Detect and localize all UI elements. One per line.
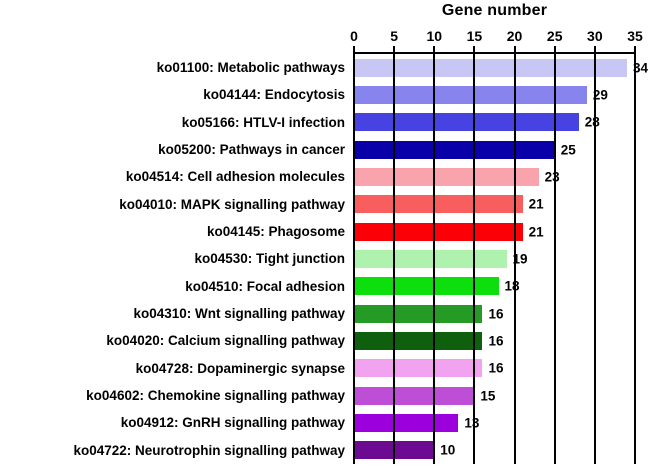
- bar: [354, 359, 483, 378]
- x-tick-mark: [433, 46, 436, 54]
- plot-area: ko01100: Metabolic pathways 34 ko04144: En…: [0, 54, 650, 464]
- bar-row: ko04514: Cell adhesion molecules 23: [0, 163, 650, 190]
- x-tick-label-35: 35: [627, 28, 643, 44]
- bar: [354, 331, 483, 350]
- bar-track: 16: [354, 300, 635, 327]
- bar: [354, 222, 523, 241]
- bar-row: ko04602: Chemokine signalling pathway 15: [0, 382, 650, 409]
- bar: [354, 195, 523, 214]
- bar: [354, 386, 475, 405]
- category-label: ko04602: Chemokine signalling pathway: [86, 387, 345, 403]
- bar-row: ko05200: Pathways in cancer 25: [0, 136, 650, 163]
- bar-row: ko04010: MAPK signalling pathway 21: [0, 191, 650, 218]
- bar-row: ko04530: Tight junction 19: [0, 245, 650, 272]
- value-label: 23: [544, 169, 560, 185]
- bar-row: ko04728: Dopaminergic synapse 16: [0, 355, 650, 382]
- x-tick-mark: [634, 46, 636, 54]
- x-tick-label-0: 0: [350, 28, 358, 44]
- bar-row: ko04912: GnRH signalling pathway 13: [0, 409, 650, 436]
- x-tick-mark: [353, 46, 355, 54]
- bar-track: 25: [354, 136, 635, 163]
- x-tick-label-5: 5: [390, 28, 399, 44]
- category-label: ko04728: Dopaminergic synapse: [135, 360, 345, 376]
- category-label: ko04510: Focal adhesion: [185, 278, 345, 294]
- bar-rows: ko01100: Metabolic pathways 34 ko04144: En…: [0, 54, 650, 464]
- category-label: ko01100: Metabolic pathways: [156, 59, 345, 75]
- value-label: 18: [504, 278, 520, 294]
- bar-track: 15: [354, 382, 635, 409]
- value-label: 13: [464, 415, 480, 431]
- value-label: 15: [480, 387, 496, 403]
- chart-title: Gene number: [441, 2, 548, 19]
- category-label: ko04530: Tight junction: [194, 251, 345, 267]
- bar-track: 16: [354, 327, 635, 354]
- bar-track: 28: [354, 109, 635, 136]
- bar: [354, 304, 483, 323]
- value-label: 21: [528, 196, 544, 212]
- x-axis: 0 5 10 15 20 25 30 35: [350, 22, 643, 54]
- category-label: ko04514: Cell adhesion molecules: [125, 169, 345, 185]
- x-tick-label-10: 10: [426, 28, 443, 44]
- x-tick-mark: [553, 46, 556, 54]
- bar-track: 23: [354, 163, 635, 190]
- bar: [354, 58, 627, 77]
- value-label: 25: [560, 141, 576, 157]
- bar-row: ko04145: Phagosome 21: [0, 218, 650, 245]
- category-label: ko05166: HTLV-I infection: [181, 114, 345, 130]
- category-label: ko04912: GnRH signalling pathway: [120, 415, 345, 431]
- bar-track: 19: [354, 245, 635, 272]
- bar-row: ko04722: Neurotrophin signalling pathway…: [0, 437, 650, 464]
- category-label: ko05200: Pathways in cancer: [158, 141, 345, 157]
- bar-row: ko05166: HTLV-I infection 28: [0, 109, 650, 136]
- bar-track: 13: [354, 409, 635, 436]
- value-label: 28: [584, 114, 600, 130]
- bar: [354, 167, 539, 186]
- bar-track: 10: [354, 437, 635, 464]
- category-label: ko04310: Wnt signalling pathway: [133, 305, 345, 321]
- bar: [354, 113, 579, 132]
- bar: [354, 140, 555, 159]
- category-label: ko04144: Endocytosis: [203, 87, 345, 103]
- bar-track: 34: [354, 54, 648, 81]
- x-tick-label-15: 15: [466, 28, 483, 44]
- x-tick-label-20: 20: [506, 28, 523, 44]
- value-label: 21: [528, 223, 544, 239]
- bar-row: ko04510: Focal adhesion 18: [0, 273, 650, 300]
- value-label: 16: [488, 333, 504, 349]
- value-label: 34: [632, 59, 648, 75]
- bar-row: ko04310: Wnt signalling pathway 16: [0, 300, 650, 327]
- bar-row: ko04020: Calcium signalling pathway 16: [0, 327, 650, 354]
- bar: [354, 85, 587, 104]
- x-tick-mark: [593, 46, 596, 54]
- x-axis-line: [353, 52, 636, 54]
- category-label: ko04145: Phagosome: [206, 223, 345, 239]
- bar: [354, 441, 435, 460]
- x-tick-mark: [393, 46, 396, 54]
- bar-track: 21: [354, 191, 635, 218]
- bar-track: 16: [354, 355, 635, 382]
- value-label: 16: [488, 305, 504, 321]
- value-label: 16: [488, 360, 504, 376]
- bar: [354, 277, 499, 296]
- bar-track: 18: [354, 273, 635, 300]
- bar-track: 29: [354, 81, 635, 108]
- value-label: 29: [592, 87, 608, 103]
- value-label: 19: [512, 251, 528, 267]
- value-label: 10: [440, 442, 456, 458]
- bar: [354, 413, 459, 432]
- bar: [354, 249, 507, 268]
- category-label: ko04722: Neurotrophin signalling pathway: [73, 442, 345, 458]
- category-label: ko04020: Calcium signalling pathway: [106, 333, 345, 349]
- x-tick-label-30: 30: [587, 28, 603, 44]
- x-tick-mark: [473, 46, 476, 54]
- bar-row: ko01100: Metabolic pathways 34: [0, 54, 650, 81]
- x-tick-mark: [513, 46, 516, 54]
- category-label: ko04010: MAPK signalling pathway: [119, 196, 345, 212]
- bar-track: 21: [354, 218, 635, 245]
- x-tick-label-25: 25: [546, 28, 563, 44]
- bar-row: ko04144: Endocytosis 29: [0, 81, 650, 108]
